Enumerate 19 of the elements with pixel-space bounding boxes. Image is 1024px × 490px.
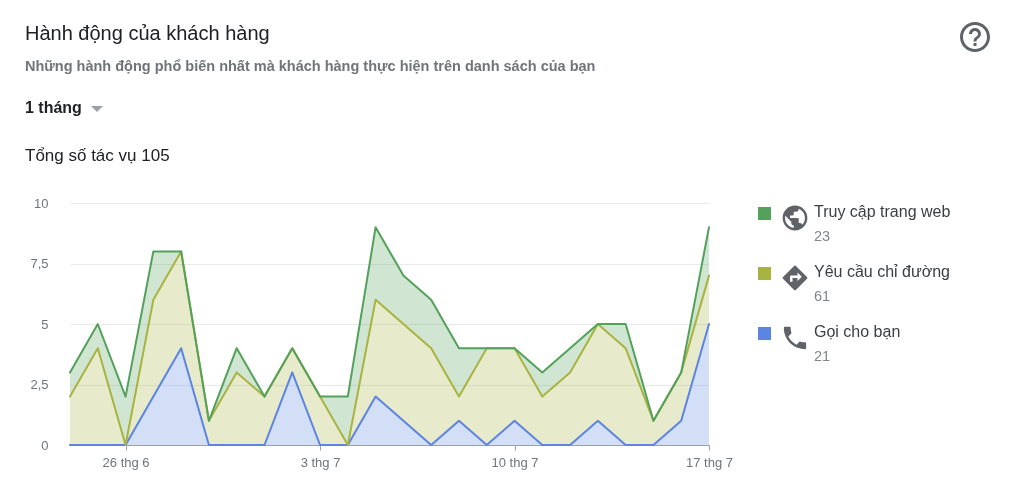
x-tick-label: 17 thg 7	[686, 454, 733, 470]
y-tick-label: 5	[41, 316, 49, 332]
text: 21	[814, 348, 831, 364]
x-tick-label: 26 thg 6	[102, 454, 150, 470]
y-tick-label: 7,5	[30, 256, 49, 271]
y-tick-label: 10	[34, 195, 49, 211]
text: Gọi cho bạn	[814, 323, 901, 341]
chart-title: Hành động của khách hàng	[25, 22, 270, 45]
y-tick-label: 2,5	[30, 377, 49, 392]
x-tick-label: 10 thg 7	[491, 454, 539, 470]
text: 61	[814, 288, 831, 304]
x-tick-label: 3 thg 7	[300, 454, 341, 470]
text: Truy cập trang web	[814, 203, 951, 221]
y-tick-label: 0	[41, 437, 49, 453]
text: 23	[814, 228, 831, 244]
chart-subtitle: Những hành động phổ biến nhất mà khách hàng thực hiện trên danh sách của bạn	[25, 58, 596, 74]
text: Tổng số tác vụ 105	[25, 146, 170, 166]
text: Yêu cầu chỉ đường	[814, 263, 950, 281]
text: 1 tháng	[25, 99, 82, 117]
